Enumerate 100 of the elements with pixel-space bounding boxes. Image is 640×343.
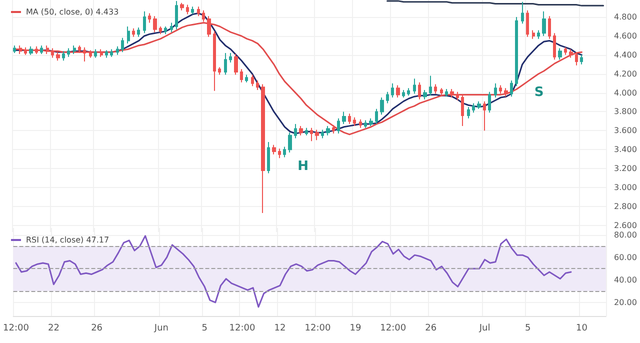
y-tick-label: 20.00 [614, 298, 637, 307]
candlestick [191, 6, 194, 15]
y-tick-label: 60.00 [614, 252, 637, 262]
candlestick [326, 125, 330, 136]
candlestick [197, 6, 200, 17]
candlestick [35, 46, 38, 54]
legend-label: RSI (14, close) 47.17 [26, 236, 110, 244]
candlestick [24, 46, 27, 56]
candlestick [461, 94, 464, 126]
candlestick [483, 100, 486, 132]
candlestick [294, 124, 297, 139]
candlestick [494, 82, 497, 98]
candlestick [299, 125, 303, 136]
candlestick [29, 46, 33, 56]
candlestick [73, 44, 76, 54]
y-tick-label: 2.600 [614, 220, 637, 230]
candlestick [542, 10, 546, 36]
candlestick [305, 127, 308, 136]
candlestick [564, 46, 567, 56]
x-tick-label: 22 [48, 324, 60, 334]
x-tick-label: 12:00 [229, 324, 256, 334]
candlestick [278, 148, 281, 159]
candlestick [359, 118, 362, 128]
candlestick [440, 88, 443, 96]
candlestick [375, 108, 378, 125]
candlestick [429, 75, 432, 96]
x-tick-label: 26 [425, 324, 437, 334]
candlestick [515, 16, 518, 87]
candlestick [143, 10, 146, 34]
candlestick [224, 52, 227, 76]
candlestick [67, 48, 70, 58]
candlestick [251, 74, 254, 87]
candlestick [105, 50, 108, 58]
candlestick [116, 46, 119, 56]
x-tick-label: 10 [576, 324, 588, 334]
candlestick [407, 88, 410, 96]
candlestick [488, 91, 491, 114]
y-tick-label: 80.00 [614, 230, 637, 240]
candlestick [386, 91, 389, 104]
candlestick [310, 127, 313, 142]
candlestick [553, 32, 556, 60]
candlestick [261, 84, 265, 214]
y-tick-label: 4.800 [614, 12, 637, 22]
candlestick [504, 88, 508, 98]
x-tick-label: Jun [153, 324, 168, 334]
candlestick [575, 52, 578, 66]
candlestick [445, 88, 448, 98]
candlestick [46, 44, 49, 54]
candlestick [499, 84, 502, 94]
x-tick-label: 19 [350, 324, 362, 334]
candlestick [558, 48, 562, 60]
candlestick [456, 91, 459, 101]
y-tick-label: 3.400 [614, 145, 637, 154]
y-tick-label: 3.800 [614, 107, 637, 116]
candlestick [526, 10, 529, 38]
candlestick [580, 54, 583, 65]
candlestick [89, 50, 92, 58]
candlestick [56, 52, 60, 62]
candlestick [83, 46, 86, 62]
candlestick [229, 52, 232, 63]
x-tick-label: 12:00 [380, 324, 406, 334]
candlestick [207, 16, 211, 38]
candlestick [164, 26, 167, 35]
candlestick [348, 113, 351, 125]
candlestick [132, 28, 135, 38]
y-tick-label: 3.000 [614, 182, 637, 192]
annotation: H [298, 159, 308, 174]
candlestick [283, 146, 286, 158]
candlestick [510, 80, 513, 98]
candlestick [267, 142, 270, 174]
y-tick-label: 3.600 [614, 126, 637, 136]
candlestick [234, 53, 238, 76]
candlestick [127, 26, 130, 44]
candlestick [521, 1, 524, 24]
candlestick [256, 80, 259, 90]
candlestick [369, 118, 373, 126]
candlestick [148, 12, 151, 24]
x-tick-label: 12 [274, 324, 286, 334]
candlestick [240, 68, 243, 83]
y-tick-label: 4.600 [614, 31, 637, 40]
candlestick [19, 44, 22, 54]
candlestick [548, 16, 551, 40]
candlestick [450, 88, 454, 98]
candlestick [100, 48, 103, 58]
candlestick [423, 89, 427, 100]
x-tick-label: Jul [478, 324, 490, 334]
candlestick [159, 26, 162, 35]
candlestick [51, 48, 54, 58]
candlestick [175, 0, 178, 30]
candlestick [62, 50, 65, 62]
candlestick [434, 84, 437, 94]
candlestick [218, 66, 221, 76]
candlestick [170, 22, 173, 33]
x-tick-label: 12:00 [304, 324, 331, 334]
candlestick [332, 124, 335, 134]
candlestick [213, 30, 216, 92]
candlestick [78, 44, 81, 54]
candlestick [532, 30, 535, 40]
legend-label: MA (50, close, 0) 4.433 [26, 8, 119, 16]
candlestick [13, 44, 16, 54]
